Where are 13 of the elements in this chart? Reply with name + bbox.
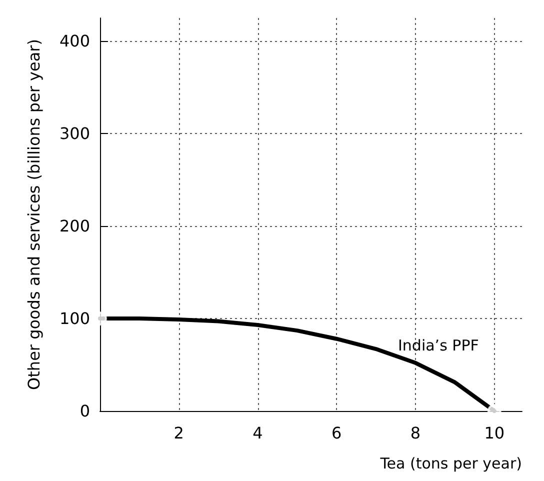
y-axis-title: Other goods and services (billions per year) [24, 39, 44, 390]
x-tick-label: 4 [252, 424, 263, 442]
x-axis-title: Tea (tons per year) [379, 454, 522, 472]
x-tick-label: 10 [484, 424, 505, 442]
annotation: India’s PPF [398, 336, 479, 354]
x-tick-label: 2 [174, 424, 184, 442]
y-tick-label: 300 [59, 124, 90, 144]
y-tick-label: 100 [59, 309, 90, 328]
x-tick-label: 6 [332, 424, 342, 442]
y-tick-label: 400 [59, 32, 90, 51]
y-tick-label: 0 [80, 402, 90, 420]
x-tick-label: 8 [410, 424, 421, 442]
y-tick-label: 200 [59, 216, 90, 236]
